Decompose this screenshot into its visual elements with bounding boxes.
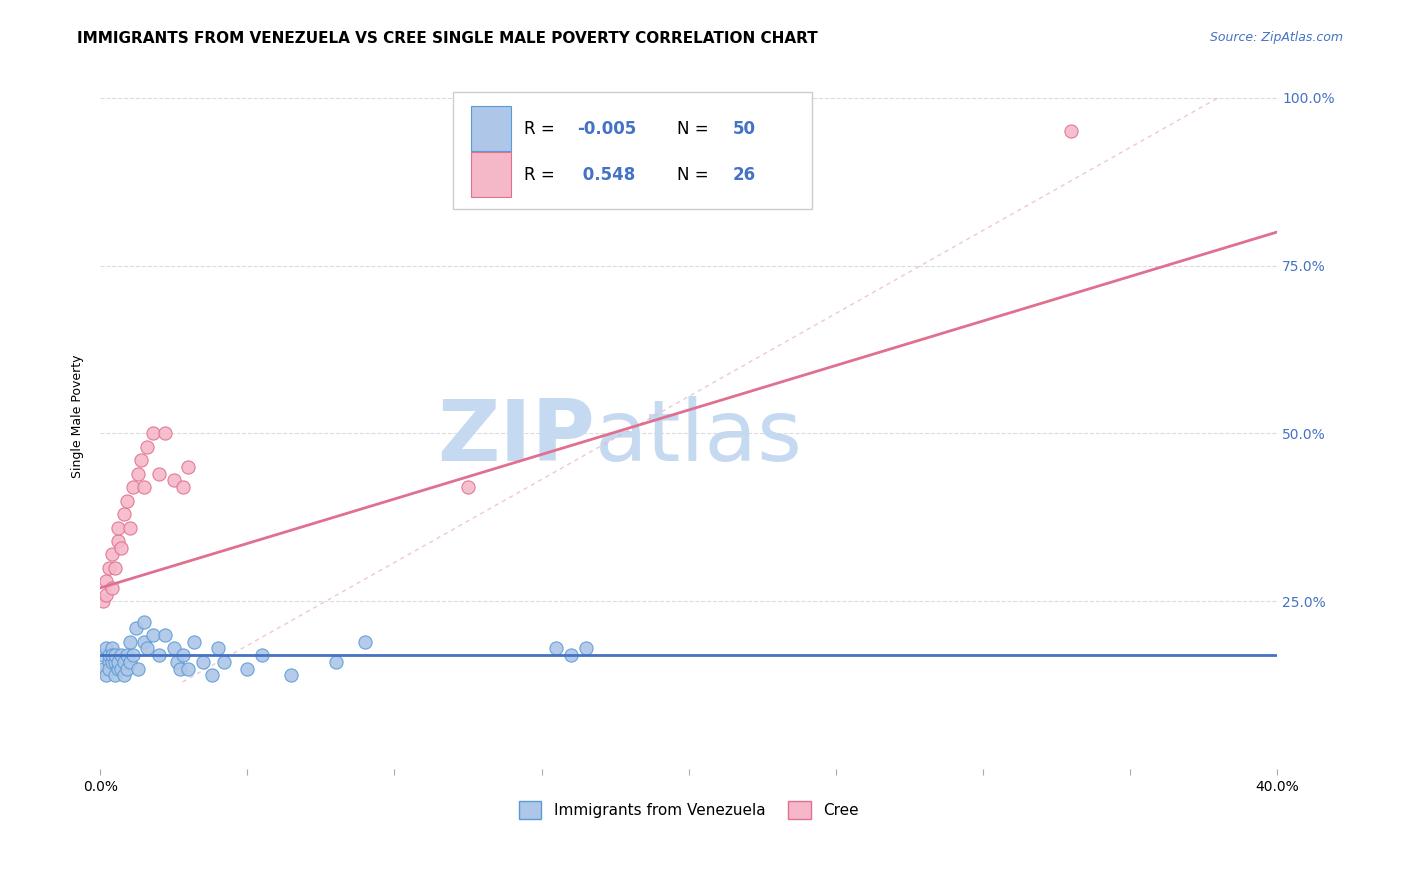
Point: [94, 668, 117, 682]
Legend: Immigrants from Venezuela, Cree: Immigrants from Venezuela, Cree: [512, 796, 865, 825]
Point: [163, 641, 186, 656]
Point: [118, 655, 141, 669]
Point: [280, 668, 302, 682]
Point: [104, 668, 127, 682]
Point: [107, 533, 129, 548]
Point: [101, 581, 124, 595]
Point: [457, 480, 479, 494]
Point: [236, 662, 259, 676]
Point: [112, 507, 135, 521]
Point: [142, 628, 165, 642]
Y-axis label: Single Male Poverty: Single Male Poverty: [72, 355, 84, 478]
Point: [134, 615, 156, 629]
Point: [131, 453, 153, 467]
Point: [183, 634, 205, 648]
Point: [101, 641, 124, 656]
Point: [115, 662, 138, 676]
Point: [107, 662, 129, 676]
Point: [110, 648, 132, 662]
Point: [101, 547, 124, 561]
Point: [98, 655, 121, 669]
Point: [1060, 124, 1083, 138]
Point: [127, 467, 149, 481]
FancyBboxPatch shape: [471, 153, 510, 196]
Point: [172, 480, 194, 494]
Point: [325, 655, 347, 669]
Point: [104, 561, 127, 575]
Point: [112, 668, 135, 682]
Point: [560, 648, 582, 662]
Point: [201, 668, 224, 682]
Point: [118, 634, 141, 648]
Point: [101, 648, 124, 662]
Text: Source: ZipAtlas.com: Source: ZipAtlas.com: [1209, 31, 1343, 45]
Point: [153, 628, 176, 642]
Point: [94, 641, 117, 656]
Text: IMMIGRANTS FROM VENEZUELA VS CREE SINGLE MALE POVERTY CORRELATION CHART: IMMIGRANTS FROM VENEZUELA VS CREE SINGLE…: [77, 31, 818, 46]
Point: [127, 662, 149, 676]
Text: ZIP: ZIP: [437, 396, 595, 479]
Point: [94, 588, 117, 602]
Point: [91, 662, 114, 676]
Point: [148, 648, 170, 662]
Text: 0.548: 0.548: [576, 166, 636, 184]
Point: [91, 648, 114, 662]
Text: R =: R =: [524, 166, 560, 184]
Point: [153, 426, 176, 441]
Point: [163, 474, 186, 488]
Text: R =: R =: [524, 120, 560, 137]
Point: [207, 641, 229, 656]
Point: [107, 520, 129, 534]
Point: [104, 648, 127, 662]
Point: [575, 641, 598, 656]
Text: 50: 50: [733, 120, 755, 137]
Point: [104, 655, 127, 669]
Point: [148, 467, 170, 481]
Point: [110, 662, 132, 676]
Point: [121, 480, 143, 494]
Point: [546, 641, 568, 656]
Text: 26: 26: [733, 166, 755, 184]
Point: [124, 621, 146, 635]
Point: [107, 655, 129, 669]
Point: [112, 655, 135, 669]
Point: [136, 641, 159, 656]
Point: [169, 662, 191, 676]
Point: [250, 648, 273, 662]
Point: [101, 655, 124, 669]
Point: [98, 648, 121, 662]
Point: [193, 655, 215, 669]
Text: N =: N =: [676, 166, 714, 184]
FancyBboxPatch shape: [453, 92, 813, 209]
Point: [172, 648, 194, 662]
Point: [142, 426, 165, 441]
Point: [212, 655, 235, 669]
Point: [115, 493, 138, 508]
Text: N =: N =: [676, 120, 714, 137]
Point: [354, 634, 377, 648]
Point: [94, 574, 117, 589]
Point: [91, 594, 114, 608]
Point: [166, 655, 188, 669]
Point: [136, 440, 159, 454]
Text: atlas: atlas: [595, 396, 803, 479]
Point: [121, 648, 143, 662]
Point: [118, 520, 141, 534]
Point: [134, 480, 156, 494]
Point: [134, 634, 156, 648]
Point: [177, 662, 200, 676]
FancyBboxPatch shape: [471, 106, 510, 151]
Point: [98, 662, 121, 676]
Point: [115, 648, 138, 662]
Point: [177, 460, 200, 475]
Text: -0.005: -0.005: [576, 120, 636, 137]
Point: [98, 561, 121, 575]
Point: [110, 541, 132, 555]
